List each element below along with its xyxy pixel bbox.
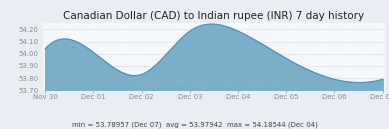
- Text: min = 53.78957 (Dec 07)  avg = 53.97942  max = 54.18544 (Dec 04): min = 53.78957 (Dec 07) avg = 53.97942 m…: [72, 122, 317, 128]
- Text: Copyright © https://www.currencyconverterrate.com: Copyright © https://www.currencyconverte…: [136, 79, 292, 85]
- Title: Canadian Dollar (CAD) to Indian rupee (INR) 7 day history: Canadian Dollar (CAD) to Indian rupee (I…: [63, 11, 364, 21]
